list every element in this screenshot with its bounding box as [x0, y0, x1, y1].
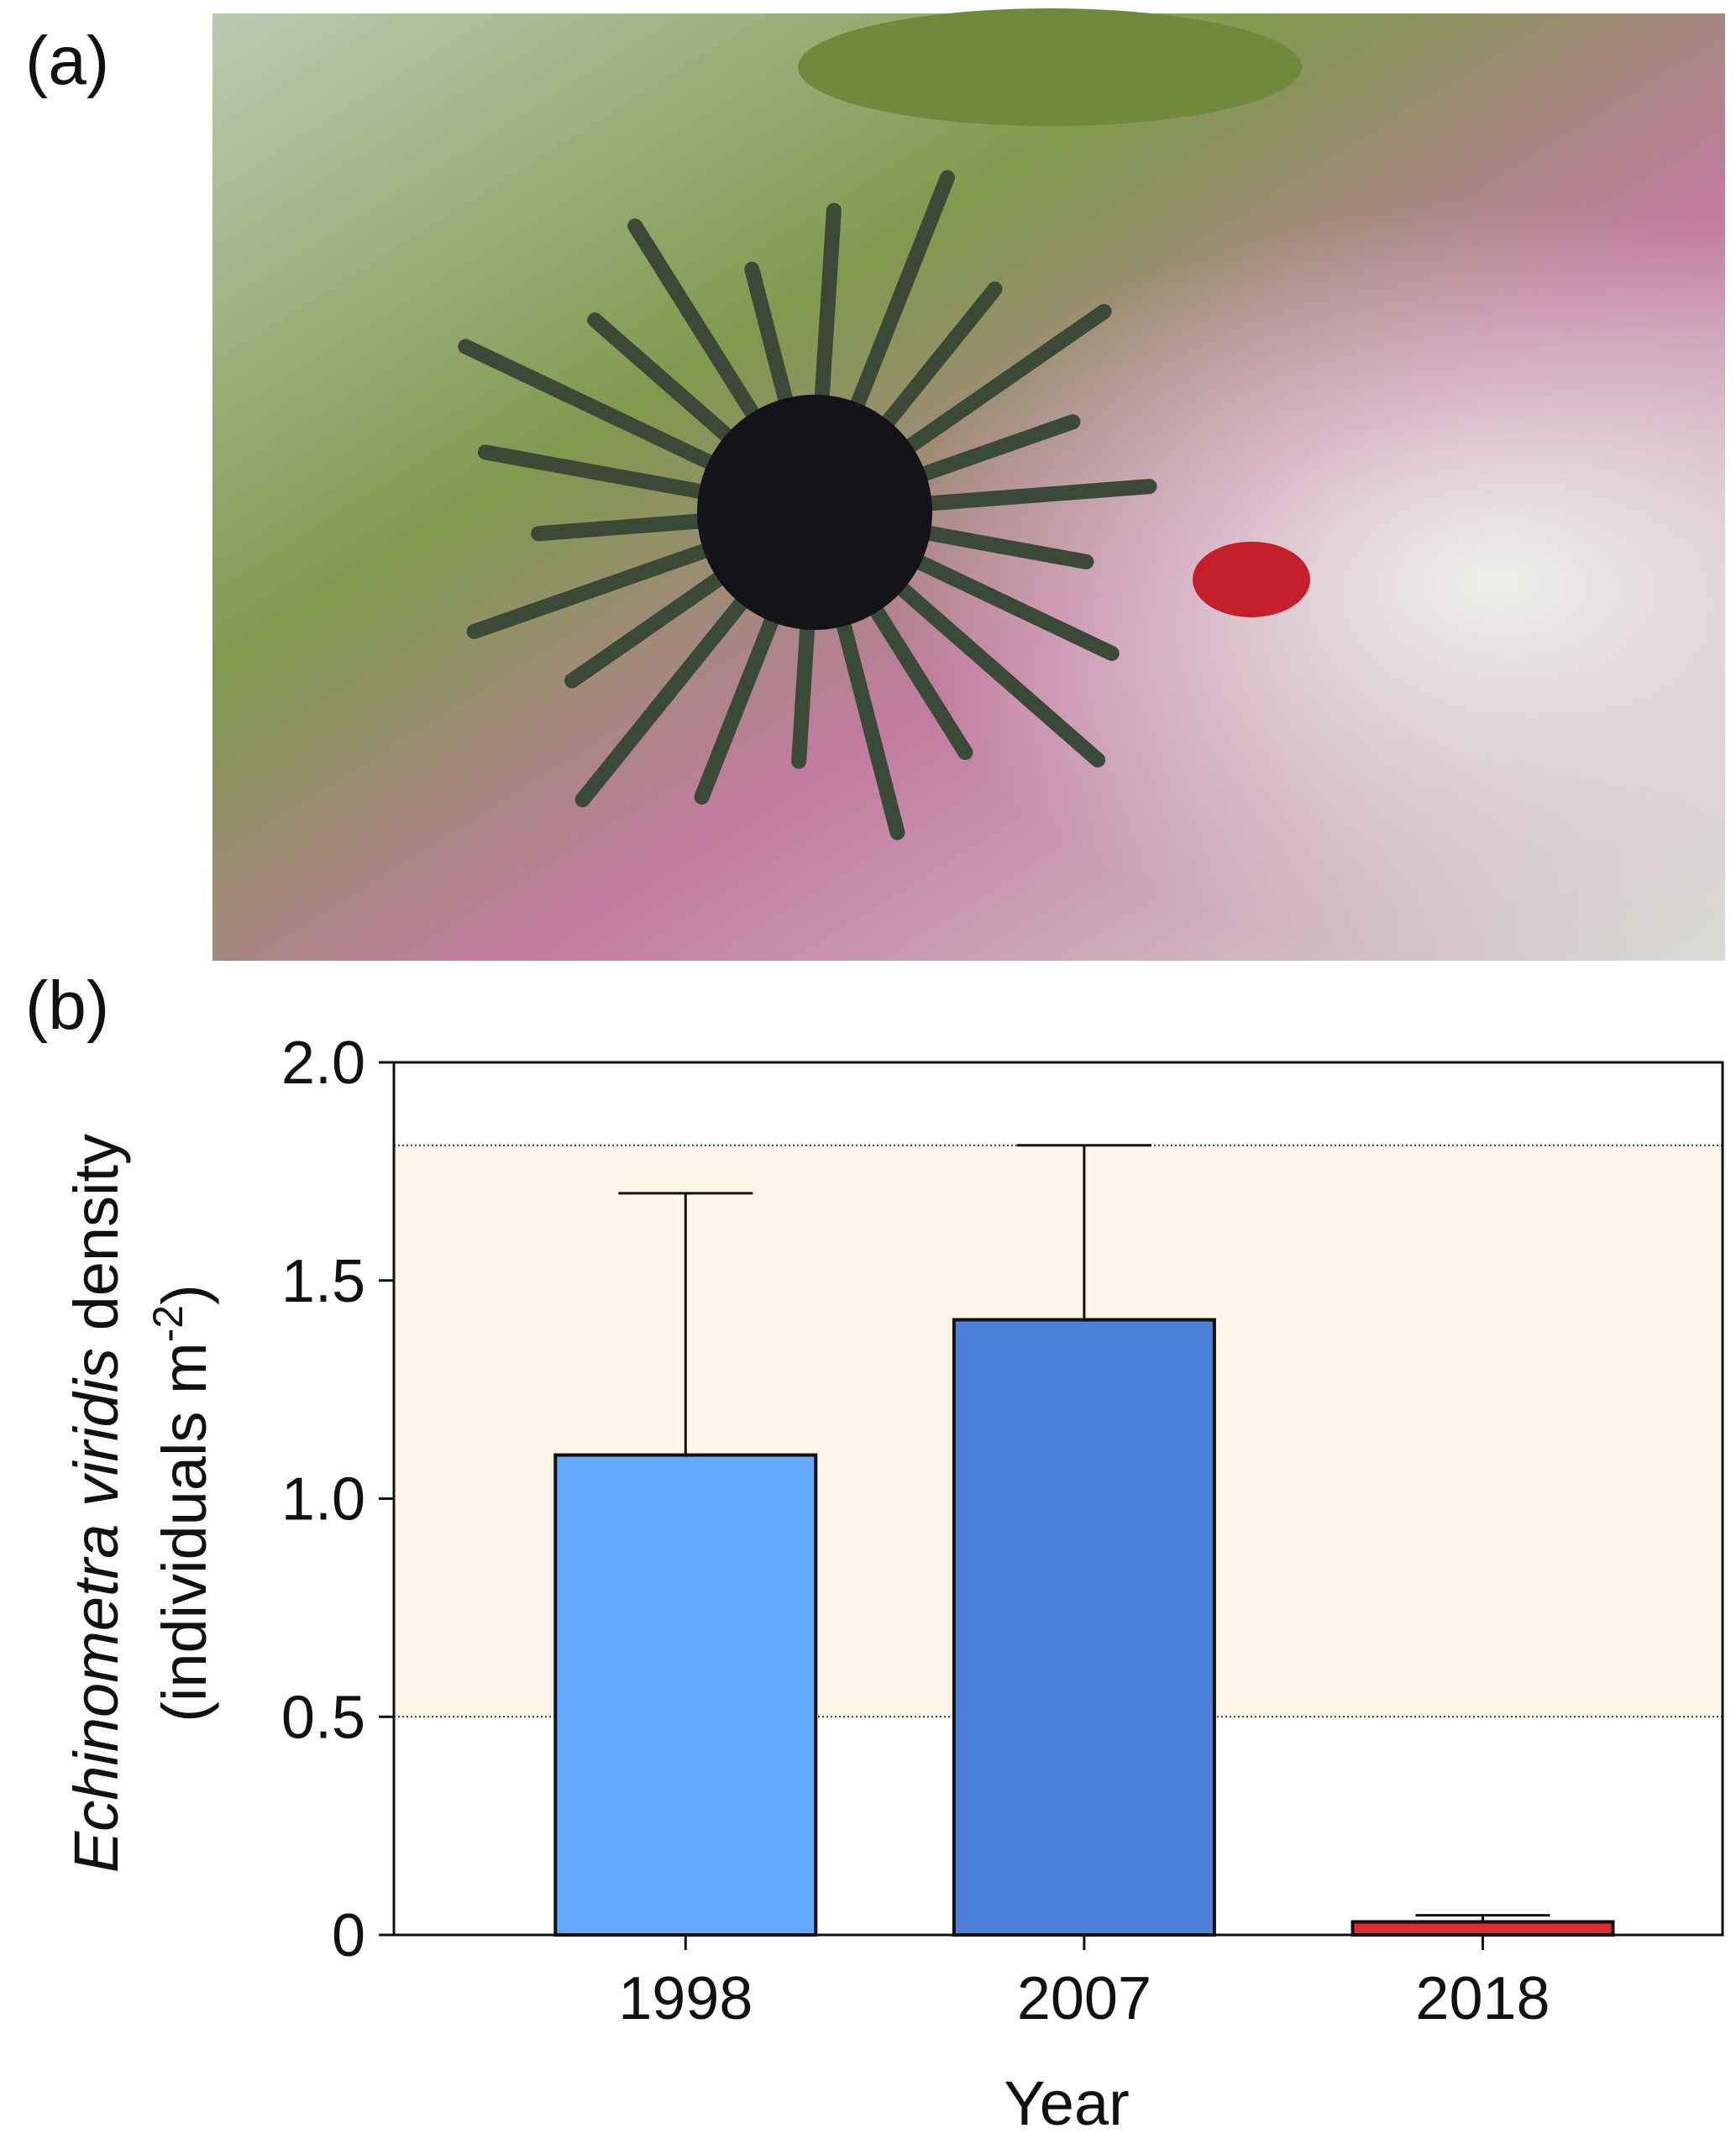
y-unit-sup: -2 — [144, 1305, 191, 1342]
urchin-body — [697, 395, 932, 630]
photo — [212, 8, 1725, 961]
photo-light — [212, 13, 1725, 961]
bar — [952, 1318, 1216, 1937]
y-axis-title: Echinometra viridis density — [61, 1134, 131, 1873]
x-tick-label: 2007 — [1017, 1965, 1151, 2032]
y-axis-unit: (individuals m-2) — [144, 1284, 219, 1722]
y-tick-label: 0 — [332, 1902, 365, 1969]
y-tick-label: 1.5 — [281, 1248, 365, 1315]
x-axis-title: Year — [1004, 2068, 1130, 2138]
y-title-italic: Echinometra viridis — [61, 1348, 131, 1873]
y-unit-close: ) — [149, 1284, 219, 1305]
y-tick-label: 1.0 — [281, 1466, 365, 1533]
panel-label: (b) — [25, 967, 109, 1044]
bar — [1351, 1920, 1615, 1937]
x-tick-label: 1998 — [618, 1965, 753, 2032]
x-tick-label: 2018 — [1415, 1965, 1550, 2032]
y-unit-text: (individuals m — [149, 1342, 219, 1722]
y-tick-label: 0.5 — [281, 1684, 365, 1751]
chart: 0 0.5 1.0 1.5 2.0 1998 2007 2018 — [281, 1030, 1724, 2032]
bar — [553, 1453, 818, 1937]
panel-label: (a) — [25, 23, 109, 99]
y-tick-label: 2.0 — [281, 1030, 365, 1097]
y-title-rest: density — [61, 1134, 131, 1330]
red-algae — [1193, 542, 1310, 617]
algae — [798, 8, 1302, 126]
